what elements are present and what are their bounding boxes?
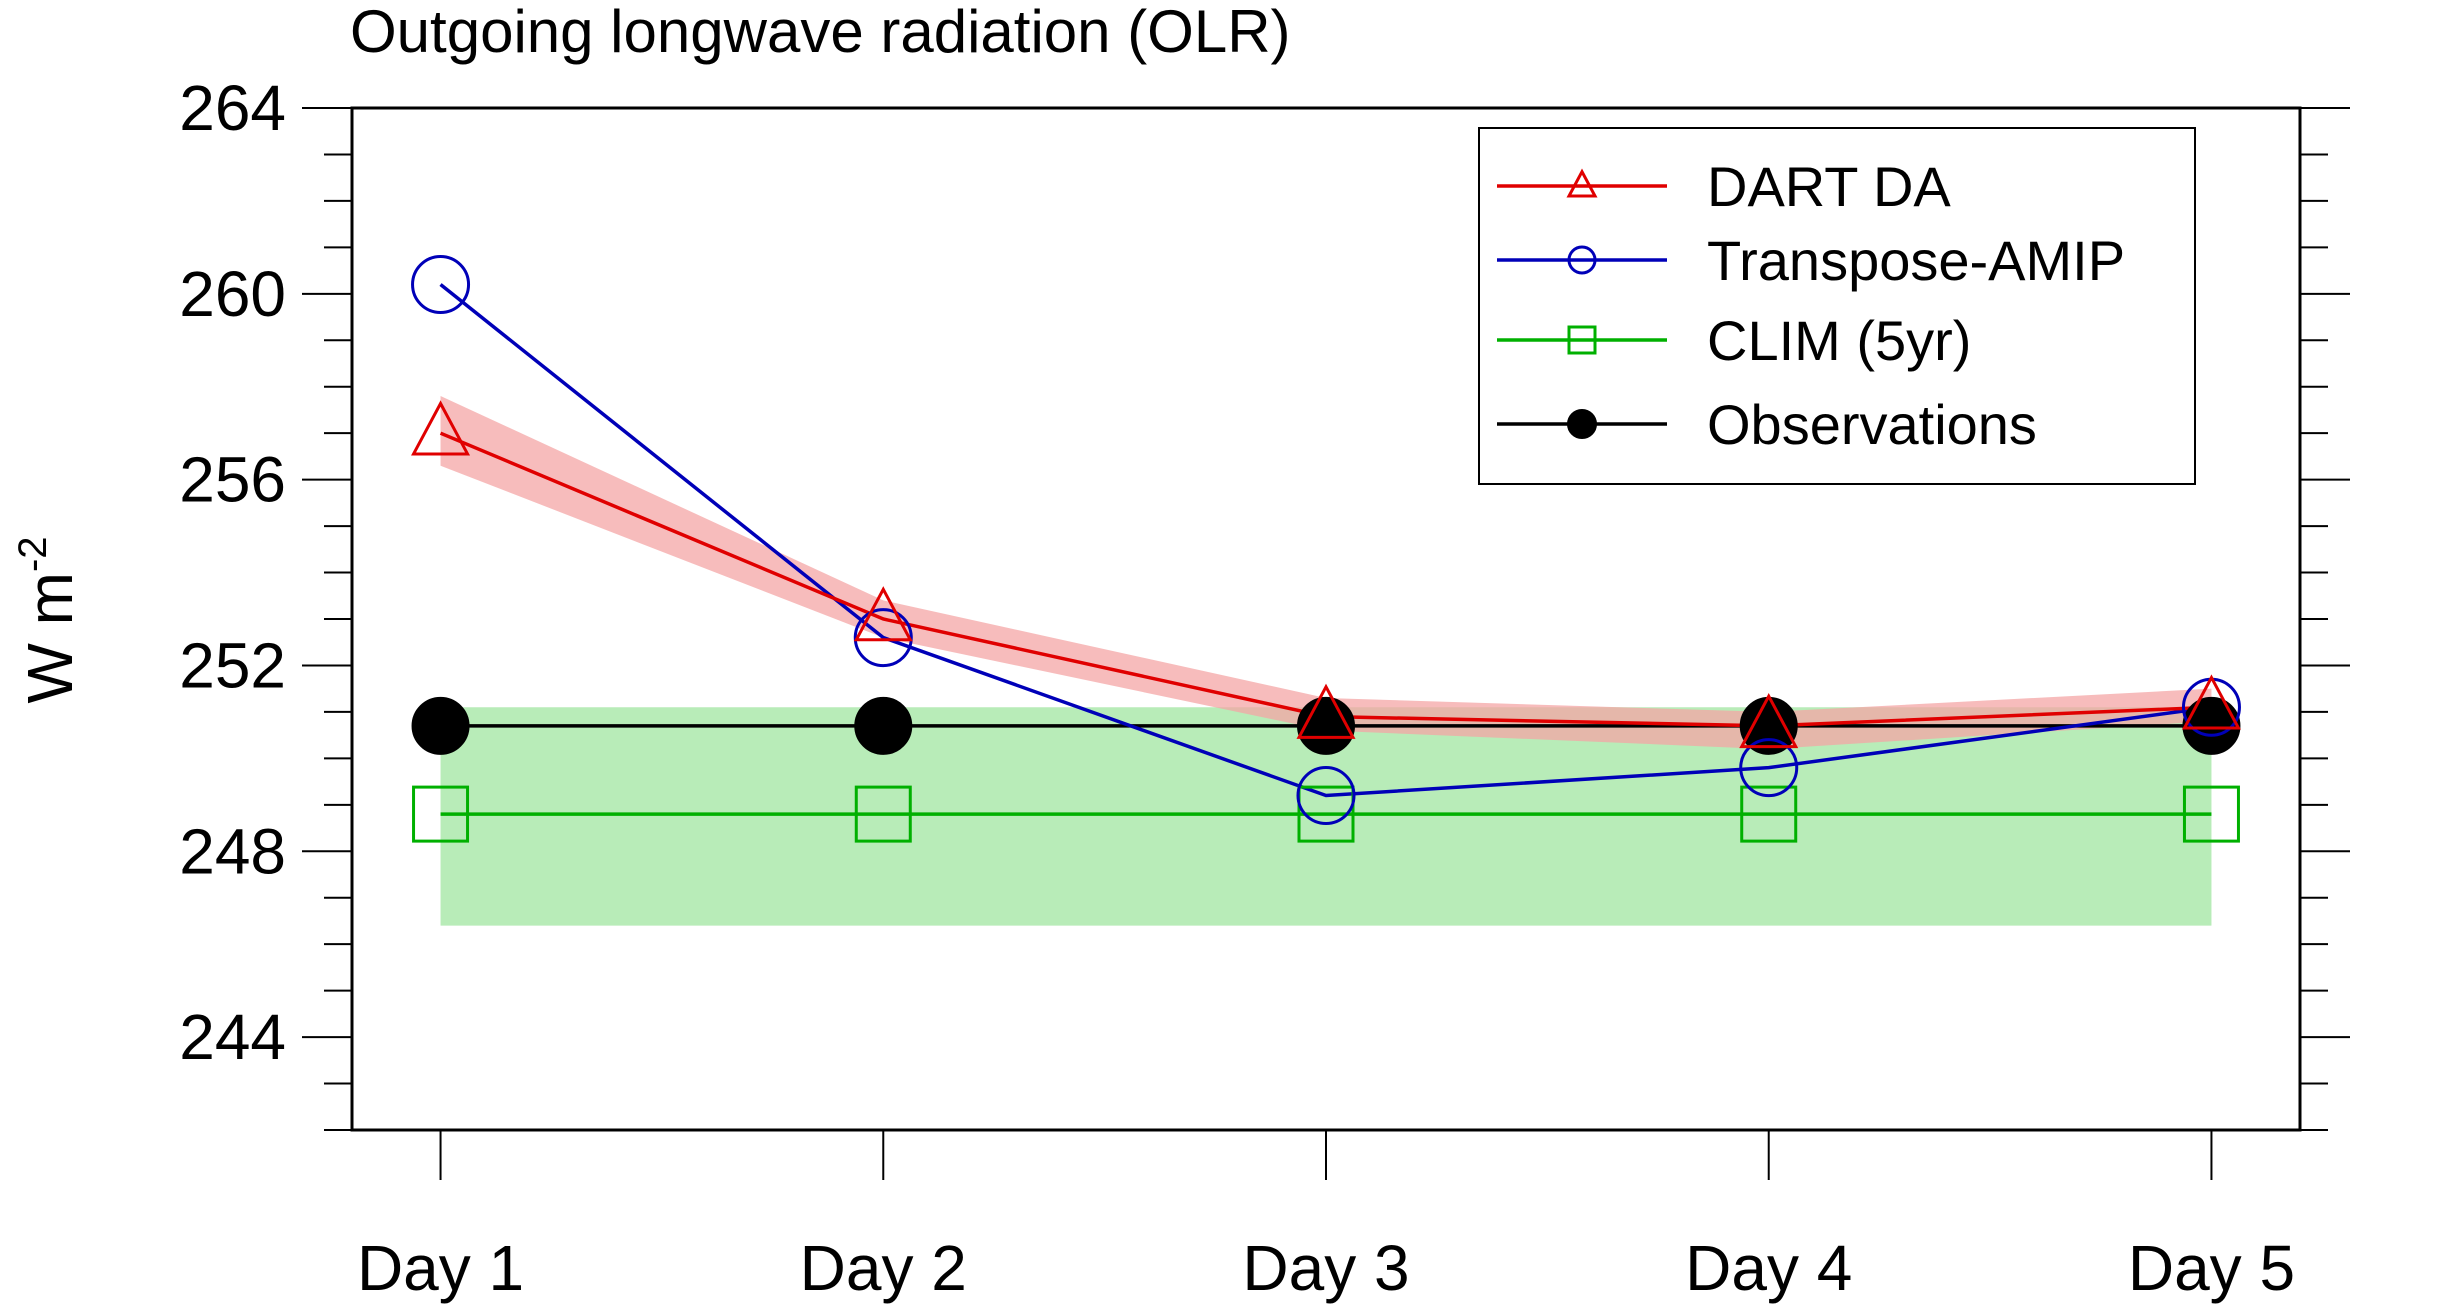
legend-swatch-marker [1566, 168, 1598, 198]
legend-item-clim-5yr: CLIM (5yr) [1707, 309, 1971, 372]
dart-da-point [853, 586, 913, 642]
svg-text:W m-2: W m-2 [11, 536, 86, 703]
y-tick-label: 260 [179, 258, 286, 330]
dart-da-point [2181, 674, 2241, 730]
y-axis-ticks: 244 248 252 256 260 264 [179, 72, 2350, 1131]
series-markers [411, 255, 2241, 843]
x-tick-label: Day 5 [2128, 1232, 2295, 1304]
dart-da-point [411, 400, 471, 456]
x-axis-ticks: Day 1 Day 2 Day 3 Day 4 Day 5 [357, 1130, 2295, 1304]
y-tick-label: 256 [179, 444, 286, 516]
legend-swatch-marker [1567, 325, 1597, 355]
clim-5yr-point [1297, 785, 1355, 843]
y-tick-label: 252 [179, 629, 286, 701]
clim-5yr-point [1740, 785, 1798, 843]
x-tick-label: Day 4 [1685, 1232, 1852, 1304]
x-tick-label: Day 1 [357, 1232, 524, 1304]
transpose-amip-point [1296, 766, 1356, 826]
y-axis-label: W m-2 [11, 536, 86, 703]
y-tick-label: 248 [179, 815, 286, 887]
x-tick-label: Day 3 [1242, 1232, 1409, 1304]
observations-point [411, 696, 470, 755]
legend-swatch-marker [1567, 409, 1597, 439]
y-axis-label-text: W m [14, 572, 86, 704]
clim-5yr-point [2182, 785, 2240, 843]
transpose-amip-point [1739, 738, 1799, 798]
clim-5yr-point [412, 785, 470, 843]
transpose-amip-point [411, 255, 471, 315]
legend-swatch-marker [1567, 245, 1597, 275]
dart-da-point [1739, 692, 1799, 749]
legend-item-dart-da: DART DA [1707, 155, 1951, 218]
chart-title: Outgoing longwave radiation (OLR) [350, 0, 1291, 65]
x-tick-label: Day 2 [800, 1232, 967, 1304]
y-tick-label: 264 [179, 72, 286, 144]
y-axis-label-superscript: -2 [11, 536, 55, 572]
observations-point [854, 696, 913, 755]
clim-5yr-point [854, 785, 912, 843]
legend-item-observations: Observations [1707, 393, 2037, 456]
y-tick-label: 244 [179, 1001, 286, 1073]
transpose-amip-line [439, 283, 2212, 798]
legend-item-transpose-amip: Transpose-AMIP [1707, 229, 2125, 292]
clim-5yr-band [440, 707, 2212, 926]
observations-point [2182, 696, 2241, 755]
dart-da-point [1296, 683, 1356, 739]
legend: DART DA Transpose-AMIP CLIM (5yr) Observati… [1478, 127, 2196, 485]
transpose-amip-point [853, 608, 913, 668]
